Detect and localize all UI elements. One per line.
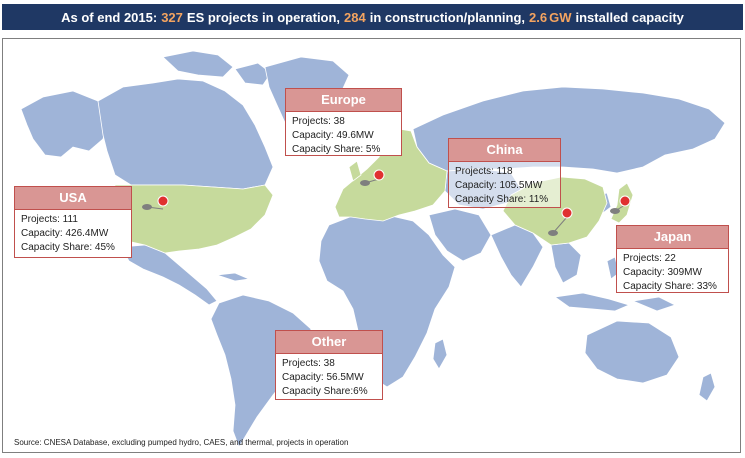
europe-pin-shadow	[360, 180, 370, 186]
canada-land	[97, 78, 274, 190]
map-pin-icon	[157, 195, 169, 207]
region-capacity: Capacity: 49.6MW	[292, 130, 374, 141]
region-capacity-share: Capacity Share: 11%	[455, 194, 549, 205]
region-projects: Projects: 111	[21, 214, 78, 225]
installed-capacity-value: 2.6	[529, 9, 548, 25]
japan-pin-shadow	[610, 208, 620, 214]
region-projects: Projects: 118	[455, 166, 513, 177]
europe-land	[334, 128, 448, 222]
usa-land	[112, 184, 274, 254]
projects-planning-count: 284	[344, 9, 366, 25]
madagascar-land	[432, 338, 448, 370]
new-guinea-land	[631, 296, 677, 312]
region-name: Europe	[285, 88, 402, 112]
region-capacity: Capacity: 309MW	[623, 267, 702, 278]
southeast-asia-land	[550, 242, 582, 284]
africa-land	[318, 214, 456, 388]
indonesia-land	[553, 292, 631, 312]
installed-capacity-unit: GW	[549, 9, 572, 25]
region-capacity-share: Capacity Share: 5%	[292, 144, 381, 155]
callout-china: China Projects: 118 Capacity: 105.5MW Ca…	[448, 138, 561, 208]
china-pin-stem	[552, 216, 568, 234]
usa-pin-shadow	[142, 204, 152, 210]
mexico-land	[120, 244, 218, 306]
map-pin-icon	[373, 169, 385, 181]
china-pin-shadow	[548, 230, 558, 236]
region-projects: Projects: 38	[282, 358, 335, 369]
region-capacity: Capacity: 56.5MW	[282, 372, 364, 383]
region-projects: Projects: 38	[292, 116, 345, 127]
banner-capacity-text: installed capacity	[575, 9, 684, 25]
region-name: Japan	[616, 225, 729, 249]
callout-usa: USA Projects: 111 Capacity: 426.4MW Capa…	[14, 186, 132, 258]
region-capacity: Capacity: 105.5MW	[455, 180, 543, 191]
alaska-land	[20, 90, 109, 158]
new-zealand-land	[698, 372, 716, 402]
source-note: Source: CNESA Database, excluding pumped…	[14, 438, 349, 447]
world-map	[20, 50, 726, 448]
caribbean-land	[216, 272, 251, 282]
callout-europe: Europe Projects: 38 Capacity: 49.6MW Cap…	[285, 88, 402, 156]
banner-operation-text: ES projects in operation,	[186, 9, 341, 25]
region-name: China	[448, 138, 561, 162]
map-pin-icon	[561, 207, 573, 219]
region-capacity-share: Capacity Share:6%	[282, 386, 368, 397]
region-name: Other	[275, 330, 383, 354]
callout-other: Other Projects: 38 Capacity: 56.5MW Capa…	[275, 330, 383, 400]
banner-prefix: As of end 2015:	[61, 9, 158, 25]
region-capacity-share: Capacity Share: 33%	[623, 281, 717, 292]
arctic-islands-land	[234, 62, 272, 86]
region-projects: Projects: 22	[623, 253, 676, 264]
callout-japan: Japan Projects: 22 Capacity: 309MW Capac…	[616, 225, 729, 293]
projects-operation-count: 327	[161, 9, 183, 25]
title-banner: As of end 2015: 327 ES projects in opera…	[2, 4, 743, 30]
region-capacity: Capacity: 426.4MW	[21, 228, 109, 239]
uk-land	[348, 160, 362, 182]
region-capacity-share: Capacity Share: 45%	[21, 242, 115, 253]
australia-land	[584, 320, 680, 384]
region-name: USA	[14, 186, 132, 210]
banner-planning-text: in construction/planning,	[369, 9, 526, 25]
middle-east-land	[428, 208, 492, 262]
arctic-islands-land	[162, 50, 234, 78]
map-pin-icon	[619, 195, 631, 207]
